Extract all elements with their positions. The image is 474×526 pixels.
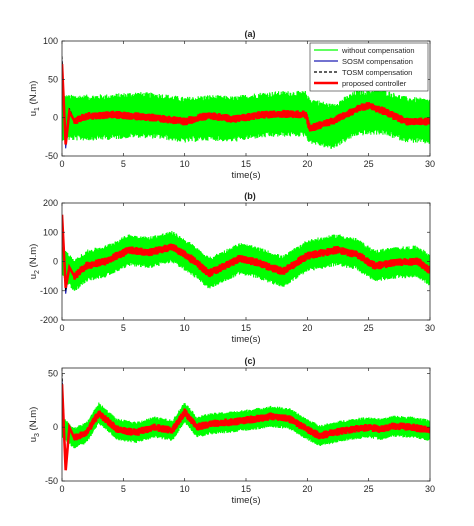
y-tick-label: 100	[43, 227, 58, 237]
x-tick-label: 5	[121, 484, 126, 494]
y-tick-label: 200	[43, 198, 58, 208]
y-axis-label-subscript: 1	[34, 107, 41, 111]
series-proposed-controller	[62, 63, 430, 145]
y-axis-label-main: u	[28, 437, 39, 442]
x-axis-label: time(s)	[231, 334, 260, 345]
x-tick-label: 30	[425, 159, 435, 169]
y-axis-label-subscript: 2	[34, 270, 41, 274]
x-tick-label: 5	[121, 323, 126, 333]
x-tick-label: 0	[59, 159, 64, 169]
series-group	[62, 214, 430, 294]
y-tick-label: -50	[45, 476, 58, 486]
x-tick-label: 25	[364, 159, 374, 169]
legend-entry: without compensation	[341, 46, 415, 55]
series-group	[62, 56, 430, 149]
y-axis-label-main: u	[28, 111, 39, 116]
y-axis-label-main: u	[28, 274, 39, 279]
y-tick-label: -200	[40, 315, 58, 325]
x-tick-label: 15	[241, 484, 251, 494]
x-tick-label: 0	[59, 484, 64, 494]
x-tick-label: 30	[425, 323, 435, 333]
y-tick-label: 50	[48, 368, 58, 378]
x-tick-label: 25	[364, 484, 374, 494]
x-tick-label: 30	[425, 484, 435, 494]
x-tick-label: 25	[364, 323, 374, 333]
series-proposed-controller	[62, 384, 430, 471]
x-tick-label: 10	[180, 323, 190, 333]
y-tick-label: 50	[48, 74, 58, 84]
x-axis-label: time(s)	[231, 170, 260, 181]
series-group	[62, 373, 430, 471]
legend: without compensation SOSM compensation TOS…	[309, 42, 429, 92]
chart-panel-b: 0 5 10 15 20 25 30 -200 -100 0 100 200 (b) time(s) u2 …	[28, 191, 435, 345]
x-tick-label: 20	[302, 323, 312, 333]
x-axis-label: time(s)	[231, 495, 260, 506]
y-axis-label-subscript: 3	[34, 433, 41, 437]
y-tick-label: 0	[53, 257, 58, 267]
legend-entry: proposed controller	[342, 79, 407, 88]
y-tick-label: -50	[45, 151, 58, 161]
chart-title: (a)	[245, 29, 256, 39]
y-tick-label: -100	[40, 286, 58, 296]
x-tick-label: 5	[121, 159, 126, 169]
x-tick-label: 0	[59, 323, 64, 333]
chart-title: (c)	[245, 356, 256, 366]
y-axis-label-unit: (N.m)	[28, 407, 39, 433]
series-without-compensation	[62, 89, 430, 149]
y-axis-label: u2 (N.m)	[28, 244, 41, 280]
y-tick-label: 100	[43, 36, 58, 46]
x-tick-label: 15	[241, 323, 251, 333]
y-tick-label: 0	[53, 422, 58, 432]
y-axis-label-unit: (N.m)	[28, 81, 39, 107]
y-axis-label: u1 (N.m)	[28, 81, 41, 117]
y-tick-label: 0	[53, 113, 58, 123]
y-axis-label: u3 (N.m)	[28, 407, 41, 443]
legend-entry: SOSM compensation	[342, 57, 413, 66]
y-axis-label-unit: (N.m)	[28, 244, 39, 270]
x-tick-label: 20	[302, 484, 312, 494]
chart-title: (b)	[244, 191, 256, 201]
series-proposed-controller	[62, 214, 430, 289]
x-tick-label: 20	[302, 159, 312, 169]
x-tick-label: 15	[241, 159, 251, 169]
x-tick-label: 10	[180, 159, 190, 169]
x-tick-label: 10	[180, 484, 190, 494]
legend-entry: TOSM compensation	[342, 68, 412, 77]
